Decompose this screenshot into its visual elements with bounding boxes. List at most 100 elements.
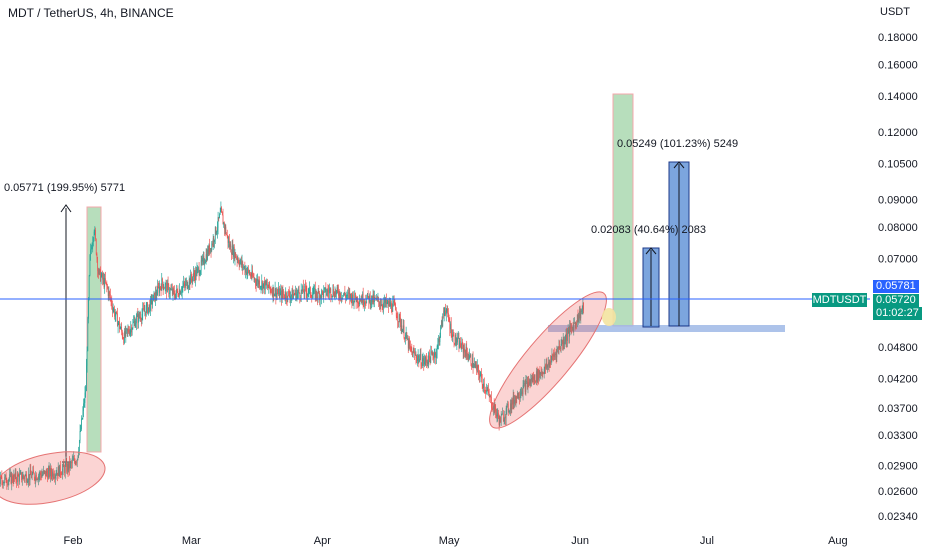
candle-body: [71, 462, 72, 464]
candle-body: [138, 313, 139, 323]
candle-body: [158, 286, 160, 293]
candle-body: [335, 290, 337, 295]
candle-body: [525, 381, 527, 392]
candle-body: [308, 288, 310, 294]
candle-body: [400, 325, 402, 327]
highlight-ellipse-may: [489, 291, 607, 429]
candle-body: [132, 322, 134, 329]
candle-body: [128, 329, 129, 333]
candle-body: [344, 292, 346, 296]
candle-body: [398, 321, 399, 322]
candle-body: [407, 338, 409, 349]
candle-body: [554, 354, 556, 355]
candle-body: [303, 292, 305, 294]
candle-body: [2, 482, 4, 486]
candle-body: [436, 346, 438, 355]
candle-body: [323, 289, 325, 297]
candle-body: [52, 471, 53, 477]
candle-body: [542, 371, 544, 374]
candle-body: [339, 292, 341, 299]
candle-body: [162, 278, 163, 285]
candle-body: [508, 411, 510, 412]
candle-body: [4, 476, 6, 482]
candle-body: [66, 462, 68, 472]
candle-body: [423, 358, 425, 365]
y-tick-label: 0.03300: [878, 430, 918, 442]
candle-body: [109, 291, 110, 295]
candle-body: [55, 475, 57, 476]
candle-body: [471, 357, 473, 368]
candle-body: [76, 462, 77, 463]
candle-body: [416, 358, 418, 361]
candle-body: [206, 254, 208, 260]
candle-body: [521, 391, 523, 395]
candle-body: [155, 291, 157, 296]
candle-body: [228, 240, 230, 243]
candle-body: [552, 355, 554, 357]
candle-body: [55, 475, 56, 479]
candle-body: [8, 478, 10, 481]
candle-body: [299, 292, 301, 298]
candle-body: [512, 395, 514, 405]
candle-body: [111, 300, 113, 306]
candle-body: [40, 472, 41, 475]
candle-body: [47, 473, 48, 480]
candle-body: [127, 329, 129, 331]
candle-body: [16, 479, 18, 483]
candle-body: [169, 289, 171, 294]
candle-body: [91, 247, 93, 249]
candle-body: [115, 312, 117, 316]
candle-body: [223, 222, 225, 225]
candle-body: [98, 270, 99, 275]
candle-body: [524, 383, 525, 384]
candle-body: [324, 287, 326, 289]
candle-body: [443, 313, 444, 315]
candle-body: [214, 227, 216, 240]
candle-body: [326, 293, 327, 295]
candle-body: [174, 296, 176, 299]
candle-body: [131, 327, 132, 333]
candle-body: [426, 359, 427, 363]
candle-body: [114, 309, 115, 317]
candle-body: [62, 464, 64, 469]
candle-body: [45, 470, 47, 477]
candle-body: [569, 326, 571, 329]
candle-body: [262, 281, 263, 290]
candle-body: [33, 473, 35, 479]
candle-body: [402, 325, 404, 330]
candle-body: [168, 284, 170, 294]
candle-body: [324, 288, 325, 290]
candle-body: [301, 289, 303, 292]
candle-body: [367, 293, 369, 297]
candle-body: [520, 393, 522, 395]
candle-body: [435, 352, 437, 359]
candle-body: [467, 353, 468, 359]
candle-body: [536, 371, 537, 382]
candle-body: [75, 462, 77, 465]
measure-arrowhead-feb: [60, 204, 72, 213]
candle-body: [497, 412, 499, 415]
candle-body: [83, 402, 85, 404]
candle-body: [540, 373, 542, 375]
candle-body: [480, 373, 482, 376]
candle-body: [190, 274, 191, 285]
candle-body: [300, 289, 302, 298]
candle-body: [95, 230, 96, 240]
candle-body: [446, 308, 448, 312]
y-tick-label: 0.02340: [878, 511, 918, 523]
candle-body: [43, 470, 44, 475]
candle-body: [387, 300, 389, 303]
candle-body: [293, 294, 295, 295]
candle-body: [19, 474, 20, 482]
candle-body: [226, 234, 227, 235]
symbol-tag: MDTUSDT: [812, 293, 867, 307]
candle-body: [34, 478, 36, 481]
candle-body: [565, 333, 567, 341]
candle-body: [526, 381, 528, 387]
candle-body: [246, 271, 248, 275]
candle-body: [47, 470, 49, 480]
candle-body: [483, 383, 484, 388]
candle-body: [78, 440, 80, 452]
candle-body: [433, 355, 435, 359]
